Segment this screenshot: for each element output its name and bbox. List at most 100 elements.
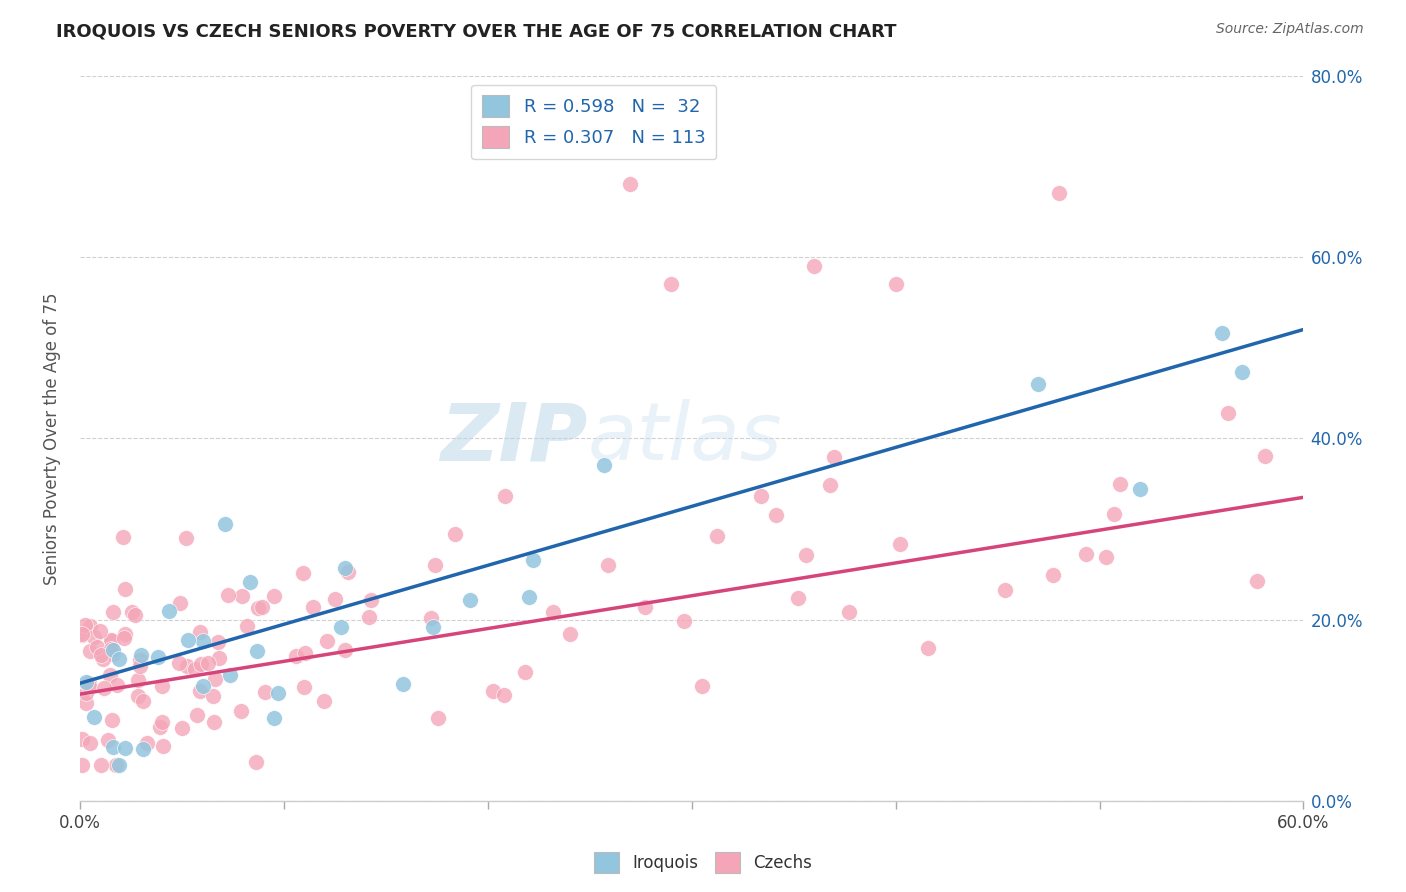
Point (392, 677, 415, 691)
Point (193, 679, 215, 693)
Point (127, 673, 149, 688)
Point (79, 679, 101, 693)
Point (619, 178, 641, 192)
Point (70, 627, 93, 641)
Point (217, 588, 239, 602)
Point (176, 659, 198, 673)
Point (1076, 547, 1098, 561)
Point (420, 611, 443, 625)
Point (167, 656, 190, 670)
Point (91, 652, 114, 666)
Point (184, 662, 207, 676)
Point (114, 582, 136, 597)
Point (818, 478, 841, 492)
Point (152, 739, 174, 753)
Point (513, 665, 536, 679)
Point (1254, 450, 1277, 464)
Point (422, 620, 444, 634)
Point (1246, 574, 1268, 589)
Point (794, 549, 817, 563)
Point (105, 758, 128, 772)
Point (253, 684, 276, 698)
Point (75, 675, 97, 690)
Point (93, 681, 115, 696)
Point (79, 736, 101, 750)
Point (128, 659, 150, 673)
Point (323, 591, 346, 606)
Point (481, 683, 503, 698)
Point (105, 678, 128, 692)
Point (360, 592, 382, 607)
Point (427, 711, 450, 725)
Point (336, 566, 359, 580)
Point (169, 595, 191, 609)
Point (1104, 507, 1126, 521)
Point (267, 686, 290, 700)
Point (177, 632, 200, 647)
Point (494, 489, 516, 503)
Point (202, 714, 225, 729)
Point (97, 733, 120, 747)
Point (803, 259, 825, 273)
Point (75, 618, 97, 632)
Point (706, 529, 728, 543)
Point (114, 627, 136, 641)
Point (83, 710, 105, 724)
Point (150, 679, 173, 693)
Point (765, 508, 787, 522)
Point (425, 558, 447, 572)
Point (127, 690, 149, 704)
Legend: R = 0.598   N =  32, R = 0.307   N = 113: R = 0.598 N = 32, R = 0.307 N = 113 (471, 85, 716, 160)
Point (522, 552, 544, 566)
Point (188, 624, 211, 639)
Point (444, 526, 467, 541)
Point (245, 756, 267, 770)
Point (1218, 406, 1240, 420)
Point (994, 583, 1017, 598)
Point (246, 600, 269, 615)
Point (263, 711, 285, 725)
Point (517, 590, 540, 604)
Point (294, 646, 316, 660)
Point (1109, 476, 1132, 491)
Point (170, 722, 193, 736)
Point (79, 644, 101, 658)
Point (292, 680, 315, 694)
Point (359, 610, 381, 624)
Legend: Iroquois, Czechs: Iroquois, Czechs (588, 846, 818, 880)
Point (112, 631, 135, 645)
Point (100, 713, 122, 727)
Point (86, 640, 108, 655)
Point (186, 708, 208, 723)
Point (148, 720, 170, 734)
Point (823, 450, 845, 464)
Point (103, 605, 125, 619)
Point (79, 619, 101, 633)
Point (90, 648, 112, 662)
Point (884, 277, 907, 292)
Point (190, 657, 212, 671)
Point (673, 614, 696, 628)
Point (236, 619, 259, 633)
Point (659, 277, 682, 292)
Point (75, 696, 97, 710)
Point (83, 630, 105, 644)
Point (146, 649, 169, 664)
Point (690, 679, 713, 693)
Point (129, 653, 152, 667)
Text: ZIP: ZIP (440, 400, 588, 477)
Point (176, 531, 198, 545)
Point (329, 620, 352, 634)
Point (231, 590, 253, 604)
Point (214, 516, 236, 531)
Point (312, 694, 335, 708)
Point (246, 643, 269, 657)
Point (1026, 377, 1049, 392)
Point (132, 742, 155, 756)
Point (541, 605, 564, 619)
Point (458, 592, 481, 607)
Point (136, 736, 159, 750)
Point (129, 648, 152, 662)
Point (201, 690, 224, 704)
Point (917, 640, 939, 655)
